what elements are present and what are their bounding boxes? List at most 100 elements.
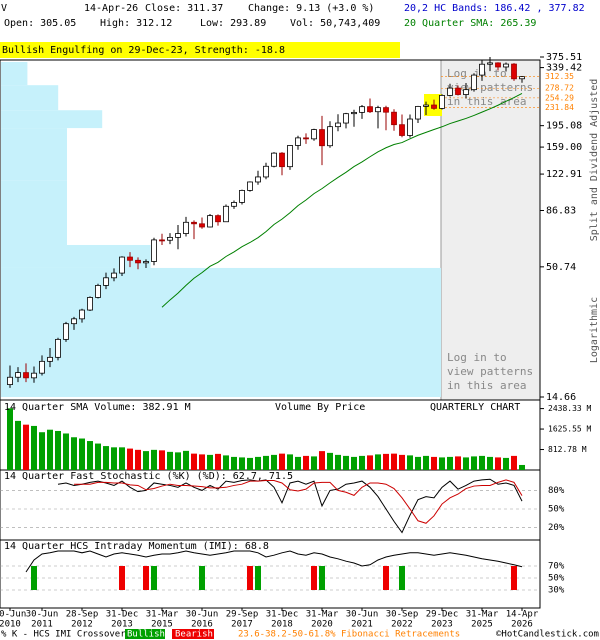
bullish-swatch (125, 629, 165, 639)
y-tick-label: 122.91 (546, 169, 582, 180)
locked-text: Log in to (447, 67, 507, 80)
y-tick-label: 375.51 (546, 52, 582, 63)
volume-by-price-bar (1, 110, 103, 129)
volume-by-price-bar (1, 267, 441, 397)
y-tick-label: 80% (548, 486, 565, 496)
volume-bar (7, 408, 13, 470)
candle-body (375, 107, 381, 113)
x-tick-year: 2012 (71, 620, 93, 630)
volume-bar (391, 453, 397, 470)
candle-body (439, 95, 445, 109)
candle-body (295, 137, 301, 146)
volume: Vol: 50,743,409 (290, 18, 380, 29)
locked-text: in this area (447, 95, 526, 108)
y-tick-label: 20% (548, 523, 565, 533)
candle-body (111, 272, 117, 279)
y-tick-label: 50% (548, 505, 565, 515)
x-tick-label: 29-Dec (426, 610, 459, 620)
volume-bar (191, 453, 197, 470)
volume-bar (479, 455, 485, 470)
imi-signal (319, 566, 325, 590)
bearish-swatch (172, 629, 214, 639)
candle-body (343, 113, 349, 124)
volume-bar (343, 455, 349, 470)
imi-signal (383, 566, 389, 590)
imi-signal (199, 566, 205, 590)
volume-bar (503, 457, 509, 470)
candle-body (495, 62, 501, 68)
y-tick-label: 2438.33 M (548, 404, 592, 413)
volume-bar (439, 457, 445, 470)
fib-label: 231.84 (545, 103, 574, 112)
candle-body (487, 62, 493, 65)
x-tick-label: 31-Mar (146, 610, 179, 620)
y-tick-label: 159.00 (546, 142, 582, 153)
y-tick-label: 30% (548, 586, 565, 596)
candle-body (511, 63, 517, 80)
volume-bar (511, 455, 517, 470)
x-tick-year: 2010 (0, 620, 21, 630)
volume-bar (271, 454, 277, 470)
candle-body (135, 259, 141, 264)
volume-bar (351, 456, 357, 470)
volume-bar (415, 456, 421, 470)
volume-bar (495, 457, 501, 470)
volume-bar (383, 453, 389, 470)
x-tick-year: 2025 (471, 620, 493, 630)
y-tick-label: 812.78 M (548, 445, 587, 454)
imi-signal (511, 566, 517, 590)
candle-body (63, 323, 69, 340)
candle-body (471, 74, 477, 91)
x-tick-year: 2026 (511, 620, 533, 630)
candle-body (167, 236, 173, 241)
candle-body (143, 261, 149, 264)
panel-title: 14 Quarter Fast Stochastic (%K) (%D): 62… (4, 471, 293, 482)
candle-body (127, 256, 133, 261)
date: 14-Apr-26 (84, 3, 138, 14)
y-tick-label: 195.08 (546, 121, 582, 132)
volume-bar (23, 424, 29, 470)
candle-body (423, 104, 429, 107)
y-tick-label: 70% (548, 562, 565, 572)
volume-bar (215, 453, 221, 470)
volume-bar (63, 433, 69, 470)
y-tick-label: 86.83 (546, 206, 576, 217)
volume-bar (367, 455, 373, 470)
volume-by-price-bar (1, 62, 28, 86)
candle-body (183, 221, 189, 234)
candle-body (15, 372, 21, 378)
candle-body (191, 221, 197, 225)
y-tick-label: 14.66 (546, 392, 576, 403)
x-tick-label: 14-Apr (506, 610, 539, 620)
candle-body (199, 223, 205, 228)
low: Low: 293.89 (200, 18, 266, 29)
footer-bearish: Bearish (175, 630, 213, 640)
volume-bar (199, 454, 205, 470)
change: Change: 9.13 (+3.0 %) (248, 3, 374, 14)
volume-bar (127, 448, 133, 470)
symbol: V (1, 3, 7, 14)
panel-note: QUARTERLY CHART (430, 402, 520, 413)
candle-body (463, 89, 469, 95)
imi-signal (119, 566, 125, 590)
panel-title: 14 Quarter HCS Intraday Momentum (IMI): … (4, 541, 269, 552)
volume-by-price-bar (1, 128, 67, 181)
volume-bar (231, 456, 237, 470)
y-tick-label: 50.74 (546, 262, 576, 273)
x-tick-year: 2011 (31, 620, 53, 630)
candle-body (383, 107, 389, 113)
candle-body (239, 189, 245, 203)
x-tick-label: 31-Dec (106, 610, 139, 620)
volume-bar (143, 451, 149, 470)
candle-body (455, 87, 461, 95)
volume-by-price-bar (1, 180, 67, 245)
fib-label: 278.72 (545, 84, 574, 93)
volume-bar (135, 449, 141, 470)
candle-body (151, 239, 157, 262)
volume-bar (79, 438, 85, 470)
volume-bar (335, 454, 341, 470)
candle-body (303, 137, 309, 140)
candle-body (407, 118, 413, 136)
candle-body (391, 111, 397, 126)
fib-label: 254.29 (545, 93, 574, 102)
